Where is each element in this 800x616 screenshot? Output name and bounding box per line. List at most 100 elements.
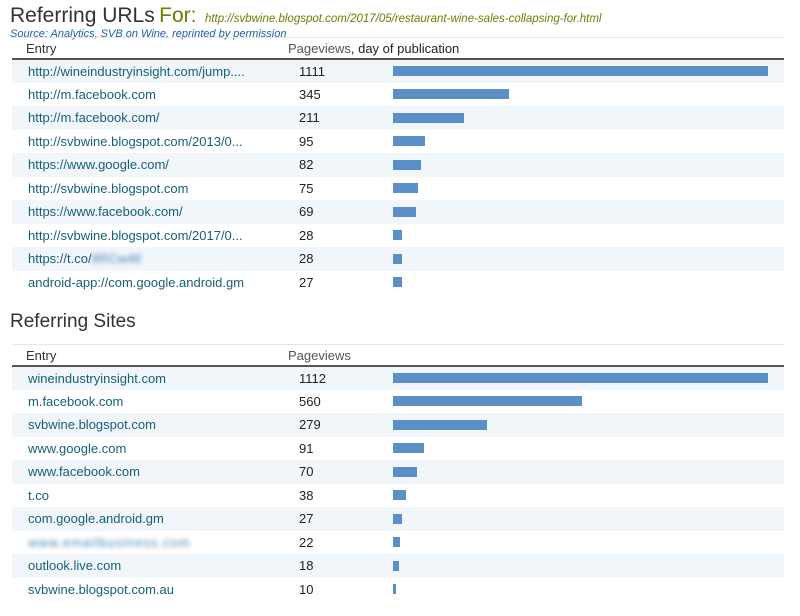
- column-header-pageviews[interactable]: Pageviews: [288, 344, 784, 367]
- bar-cell: [384, 59, 784, 83]
- column-header-entry[interactable]: Entry: [12, 37, 288, 60]
- entry-cell[interactable]: http://svbwine.blogspot.com: [12, 177, 288, 201]
- table-row: https://www.google.com/82: [12, 153, 784, 177]
- entry-link[interactable]: http://m.facebook.com/: [28, 110, 160, 126]
- pageviews-cell: 91: [299, 440, 314, 456]
- entry-cell[interactable]: http://wineindustryinsight.com/jump....: [12, 59, 288, 83]
- pageviews-bar: [393, 373, 768, 384]
- entry-cell[interactable]: outlook.live.com: [12, 554, 288, 578]
- bar-cell: [384, 271, 784, 295]
- source-note: Source: Analytics, SVB on Wine, reprinte…: [10, 28, 287, 40]
- entry-redacted-text: 8RCw4tl: [91, 251, 141, 267]
- entry-cell[interactable]: android-app://com.google.android.gm: [12, 271, 288, 295]
- entry-link[interactable]: outlook.live.com: [28, 558, 122, 574]
- table-row: http://svbwine.blogspot.com 75: [12, 177, 784, 201]
- bar-cell: [384, 106, 784, 130]
- table-row: svbwine.blogspot.com 279: [12, 413, 784, 437]
- for-label: For:: [159, 4, 197, 27]
- section-title-referring-sites: Referring Sites: [10, 311, 136, 332]
- pageviews-cell: 211: [299, 110, 320, 126]
- entry-cell[interactable]: https://www.facebook.com/: [12, 200, 288, 224]
- entry-cell[interactable]: http://m.facebook.com/: [12, 106, 288, 130]
- pageviews-cell: 27: [299, 274, 314, 290]
- pageviews-bar: [393, 206, 416, 217]
- bar-cell: [384, 460, 784, 484]
- table-row: https://t.co/8RCw4tl 28: [12, 247, 784, 271]
- entry-link[interactable]: com.google.android.gm: [28, 511, 164, 527]
- table-row: http://svbwine.blogspot.com/2013/0... 95: [12, 130, 784, 154]
- entry-link[interactable]: www.facebook.com: [28, 464, 140, 480]
- table-row: http://wineindustryinsight.com/jump.... 1…: [12, 59, 784, 83]
- pageviews-bar: [393, 396, 582, 407]
- entry-cell[interactable]: http://m.facebook.com: [12, 83, 288, 107]
- entry-link[interactable]: svbwine.blogspot.com: [28, 417, 156, 433]
- pageviews-bar: [393, 159, 421, 170]
- bar-cell: [384, 413, 784, 437]
- bar-cell: [384, 484, 784, 508]
- column-header-pageviews[interactable]: Pageviews, day of publication: [288, 37, 784, 60]
- entry-cell[interactable]: https://www.google.com/: [12, 153, 288, 177]
- entry-link[interactable]: android-app://com.google.android.gm: [28, 274, 245, 290]
- entry-link[interactable]: http://svbwine.blogspot.com/2013/0...: [28, 133, 243, 149]
- entry-link[interactable]: https://t.co/: [28, 251, 92, 267]
- pageviews-cell: 27: [299, 511, 314, 527]
- table-row: com.google.android.gm 27: [12, 507, 784, 531]
- pageviews-cell: 75: [299, 180, 314, 196]
- entry-cell[interactable]: http://svbwine.blogspot.com/2017/0...: [12, 224, 288, 248]
- entry-link[interactable]: http://svbwine.blogspot.com: [28, 180, 189, 196]
- column-header-pageviews-label: Pageviews: [288, 40, 351, 56]
- entry-link[interactable]: m.facebook.com: [28, 393, 124, 409]
- pageviews-cell: 95: [299, 133, 314, 149]
- entry-cell[interactable]: www.google.com: [12, 437, 288, 461]
- pageviews-cell: 69: [299, 204, 314, 220]
- pageviews-cell: 560: [299, 393, 321, 409]
- pageviews-cell: 10: [299, 581, 314, 597]
- entry-cell[interactable]: svbwine.blogspot.com.au: [12, 578, 288, 602]
- pageviews-bar: [393, 183, 418, 194]
- entry-link[interactable]: https://www.google.com/: [28, 157, 169, 173]
- entry-link[interactable]: http://wineindustryinsight.com/jump....: [28, 63, 245, 79]
- entry-cell[interactable]: svbwine.blogspot.com: [12, 413, 288, 437]
- pageviews-cell: 82: [299, 157, 314, 173]
- entry-link[interactable]: svbwine.blogspot.com.au: [28, 581, 174, 597]
- pageviews-bar: [393, 136, 425, 147]
- table-row: www.google.com 91: [12, 437, 784, 461]
- entry-cell[interactable]: https://t.co/8RCw4tl: [12, 247, 288, 271]
- bar-cell: [384, 224, 784, 248]
- page-header: Referring URLs For: http://svbwine.blogs…: [10, 4, 602, 30]
- table-row: android-app://com.google.android.gm 27: [12, 271, 784, 295]
- pageviews-bar: [393, 537, 400, 548]
- pageviews-bar: [393, 112, 464, 123]
- table-row: http://m.facebook.com 345: [12, 83, 784, 107]
- table-row: wineindustryinsight.com 1112: [12, 366, 784, 390]
- entry-cell[interactable]: m.facebook.com: [12, 390, 288, 414]
- table-header-row: Entry Pageviews, day of publication: [12, 37, 784, 60]
- pageviews-bar: [393, 66, 768, 77]
- table-row: www.facebook.com 70: [12, 460, 784, 484]
- pageviews-cell: 22: [299, 534, 314, 550]
- entry-link[interactable]: https://www.facebook.com/: [28, 204, 183, 220]
- entry-cell[interactable]: t.co: [12, 484, 288, 508]
- entry-cell[interactable]: www.facebook.com: [12, 460, 288, 484]
- entry-link[interactable]: wineindustryinsight.com: [28, 370, 167, 386]
- entry-cell[interactable]: com.google.android.gm: [12, 507, 288, 531]
- entry-link[interactable]: www.google.com: [28, 440, 127, 456]
- bar-cell: [384, 83, 784, 107]
- bar-cell: [384, 578, 784, 602]
- bar-cell: [384, 153, 784, 177]
- entry-link[interactable]: t.co: [28, 487, 49, 503]
- entry-link[interactable]: http://svbwine.blogspot.com/2017/0...: [28, 227, 243, 243]
- bar-cell: [384, 130, 784, 154]
- table-row: m.facebook.com 560: [12, 390, 784, 414]
- entry-link[interactable]: http://m.facebook.com: [28, 86, 156, 102]
- pageviews-bar: [393, 560, 399, 571]
- post-url: http://svbwine.blogspot.com/2017/05/rest…: [204, 13, 602, 25]
- bar-cell: [384, 366, 784, 390]
- table-header-row: Entry Pageviews: [12, 344, 784, 367]
- column-header-entry[interactable]: Entry: [12, 344, 288, 367]
- pageviews-bar: [393, 419, 487, 430]
- entry-cell[interactable]: www.emailbusiness.com: [12, 531, 288, 555]
- entry-cell[interactable]: wineindustryinsight.com: [12, 366, 288, 390]
- pageviews-bar: [393, 277, 402, 288]
- entry-cell[interactable]: http://svbwine.blogspot.com/2013/0...: [12, 130, 288, 154]
